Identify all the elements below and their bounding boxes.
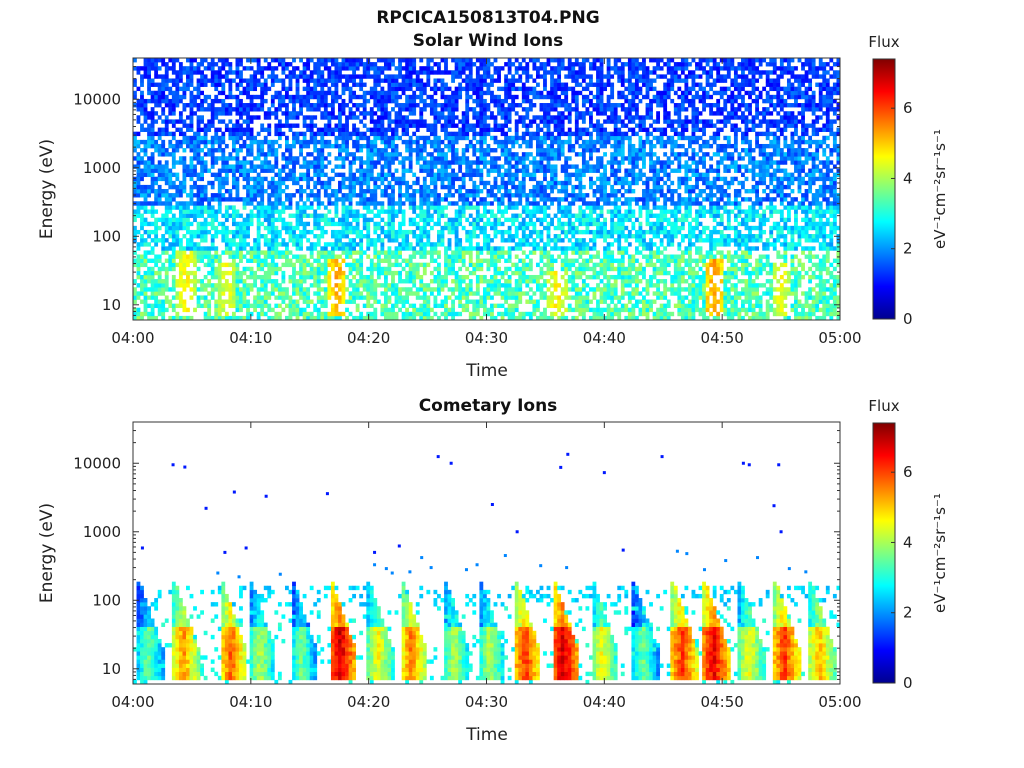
isolated-count-point — [216, 571, 220, 575]
x-tick-label: 04:50 — [701, 329, 744, 347]
colorbar-title: Flux — [868, 397, 899, 415]
isolated-count-point — [490, 503, 494, 506]
colorbar-tick-label: 4 — [903, 533, 913, 551]
cometary-xlabel: Time — [465, 725, 508, 745]
x-tick-label: 04:20 — [347, 693, 390, 711]
y-tick-label: 10000 — [73, 90, 121, 108]
x-tick-label: 04:00 — [111, 693, 154, 711]
cometary-ylabel: Energy (eV) — [37, 503, 57, 603]
isolated-count-point — [565, 566, 569, 570]
isolated-count-point — [397, 544, 401, 548]
isolated-count-point — [475, 563, 479, 567]
isolated-count-point — [264, 494, 268, 498]
isolated-count-point — [420, 556, 424, 560]
x-tick-label: 04:20 — [347, 329, 390, 347]
isolated-count-point — [702, 568, 706, 572]
isolated-count-point — [787, 567, 791, 571]
solar-wind-ylabel: Energy (eV) — [37, 139, 57, 239]
isolated-count-point — [566, 452, 570, 456]
colorbar-solar-wind: Flux 0 2 4 6 eV⁻¹cm⁻²sr⁻¹s⁻¹ — [868, 33, 949, 328]
isolated-count-point — [621, 548, 625, 552]
isolated-count-point — [325, 492, 329, 496]
isolated-count-point — [244, 546, 248, 550]
isolated-count-point — [429, 566, 433, 570]
x-tick-label: 05:00 — [818, 329, 861, 347]
x-tick-label: 04:30 — [465, 693, 508, 711]
x-tick-label: 04:10 — [229, 329, 272, 347]
isolated-count-point — [140, 546, 144, 550]
colorbar-units-label: eV⁻¹cm⁻²sr⁻¹s⁻¹ — [931, 493, 949, 613]
colorbar-tick-label: 4 — [903, 169, 913, 187]
solar-wind-spectrogram — [133, 58, 841, 321]
isolated-count-point — [724, 559, 728, 563]
isolated-count-point — [602, 471, 606, 475]
y-tick-label: 100 — [92, 227, 121, 245]
isolated-count-point — [232, 490, 236, 494]
colorbar-gradient — [872, 422, 896, 684]
x-tick-label: 05:00 — [818, 693, 861, 711]
isolated-count-point — [675, 549, 679, 553]
isolated-count-point — [804, 570, 808, 574]
solar-wind-xlabel: Time — [465, 361, 508, 381]
colorbar-tick-label: 2 — [903, 240, 913, 258]
isolated-count-point — [747, 463, 751, 467]
x-tick-label: 04:00 — [111, 329, 154, 347]
isolated-count-point — [660, 455, 664, 459]
y-tick-label: 1000 — [83, 159, 121, 177]
isolated-count-point — [449, 461, 453, 465]
colorbar-gradient — [872, 58, 896, 320]
y-tick-label: 10 — [102, 296, 121, 314]
isolated-count-point — [373, 550, 377, 554]
isolated-count-point — [756, 556, 760, 560]
panel-cometary: 04:00 04:10 04:20 04:30 04:40 04:50 05:00 10 100… — [37, 421, 862, 745]
isolated-count-point — [559, 465, 563, 469]
panel-solar-wind: 04:00 04:10 04:20 04:30 04:40 04:50 05:00 10 100… — [37, 57, 862, 381]
x-tick-label: 04:40 — [583, 693, 626, 711]
isolated-count-point — [278, 572, 282, 576]
y-tick-label: 1000 — [83, 523, 121, 541]
isolated-count-point — [183, 465, 187, 469]
isolated-count-point — [464, 568, 468, 572]
y-tick-label: 100 — [92, 591, 121, 609]
isolated-count-point — [503, 554, 507, 558]
isolated-count-point — [171, 463, 175, 467]
isolated-count-point — [436, 455, 440, 459]
isolated-count-point — [515, 530, 519, 534]
x-tick-label: 04:50 — [701, 693, 744, 711]
panel-title-solar-wind: Solar Wind Ions — [412, 31, 564, 51]
isolated-count-point — [685, 552, 689, 556]
panel-title-cometary: Cometary Ions — [418, 396, 558, 416]
isolated-count-point — [223, 550, 227, 554]
figure-title: RPCICA150813T04.PNG — [376, 8, 600, 28]
x-tick-label: 04:40 — [583, 329, 626, 347]
isolated-count-point — [539, 564, 543, 568]
isolated-count-point — [779, 530, 783, 534]
colorbar-tick-label: 6 — [903, 99, 913, 117]
colorbar-units-label: eV⁻¹cm⁻²sr⁻¹s⁻¹ — [931, 129, 949, 249]
y-tick-label: 10000 — [73, 454, 121, 472]
isolated-count-point — [408, 570, 412, 574]
isolated-count-point — [777, 463, 781, 467]
isolated-count-point — [237, 575, 241, 579]
isolated-count-point — [373, 563, 377, 567]
x-tick-label: 04:10 — [229, 693, 272, 711]
isolated-count-point — [390, 571, 394, 575]
colorbar-tick-label: 2 — [903, 604, 913, 622]
colorbar-tick-label: 0 — [903, 674, 913, 692]
isolated-count-point — [772, 504, 776, 508]
isolated-count-point — [384, 567, 388, 571]
x-tick-label: 04:30 — [465, 329, 508, 347]
isolated-count-point — [204, 506, 208, 510]
colorbar-title: Flux — [868, 33, 899, 51]
colorbar-tick-label: 0 — [903, 310, 913, 328]
isolated-count-point — [741, 461, 745, 465]
y-tick-label: 10 — [102, 660, 121, 678]
colorbar-tick-label: 6 — [903, 463, 913, 481]
cometary-spectrogram — [133, 452, 841, 685]
colorbar-cometary: Flux 0 2 4 6 eV⁻¹cm⁻²sr⁻¹s⁻¹ — [868, 397, 949, 692]
